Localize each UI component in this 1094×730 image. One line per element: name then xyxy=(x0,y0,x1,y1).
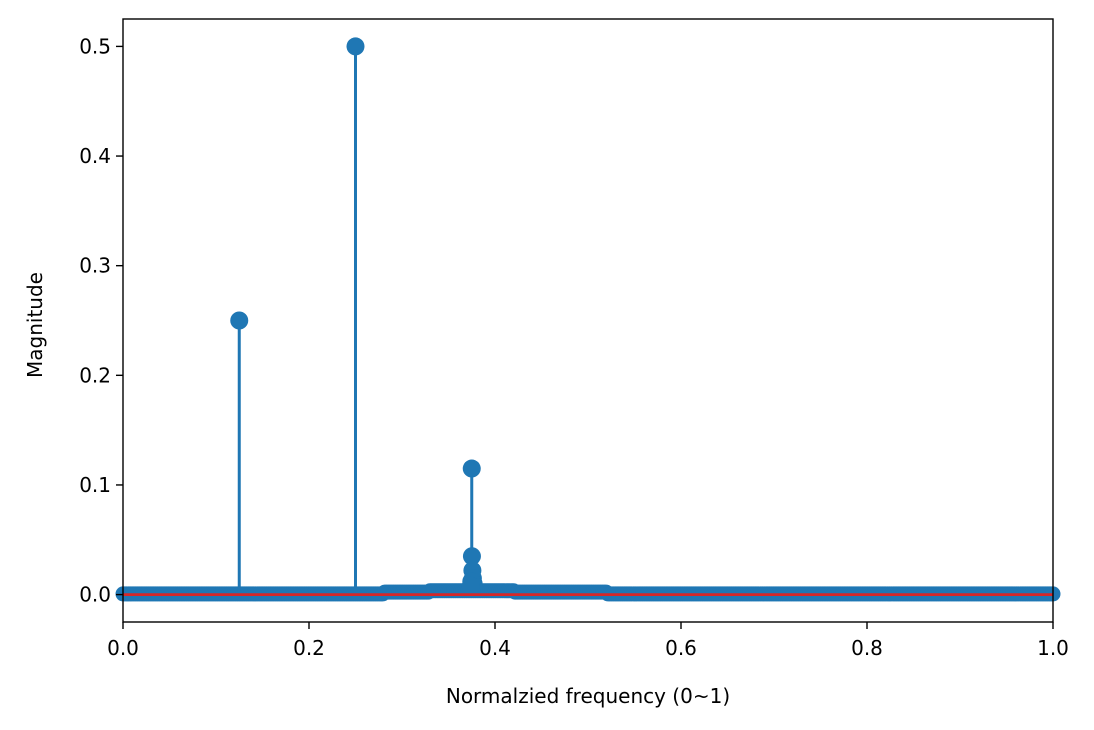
stem-marker xyxy=(462,459,481,478)
plot-frame xyxy=(122,18,1054,623)
y-tick-label: 0.5 xyxy=(79,34,111,58)
plot-area xyxy=(123,19,1053,622)
y-tick-label: 0.2 xyxy=(79,363,111,387)
x-tick-label: 0.6 xyxy=(665,636,697,660)
x-tick-label: 0.8 xyxy=(851,636,883,660)
stem-marker xyxy=(462,547,481,566)
y-axis-ticks: 0.0 0.1 0.2 0.3 0.4 0.5 xyxy=(79,34,123,607)
x-tick-label: 1.0 xyxy=(1037,636,1069,660)
x-axis-ticks: 0.0 0.2 0.4 0.6 0.8 1.0 xyxy=(107,622,1069,660)
stem-marker xyxy=(346,37,365,56)
y-tick-label: 0.3 xyxy=(79,254,111,278)
x-tick-label: 0.2 xyxy=(293,636,325,660)
y-tick-label: 0.4 xyxy=(79,144,111,168)
y-axis-label: Magnitude xyxy=(23,272,47,378)
x-tick-label: 0.4 xyxy=(479,636,511,660)
stems-layer xyxy=(230,37,483,595)
stem-marker xyxy=(461,576,480,595)
y-tick-label: 0.0 xyxy=(79,583,111,607)
y-tick-label: 0.1 xyxy=(79,473,111,497)
x-tick-label: 0.0 xyxy=(107,636,139,660)
x-axis-label: Normalzied frequency (0~1) xyxy=(446,684,730,708)
stem-marker xyxy=(230,311,249,330)
